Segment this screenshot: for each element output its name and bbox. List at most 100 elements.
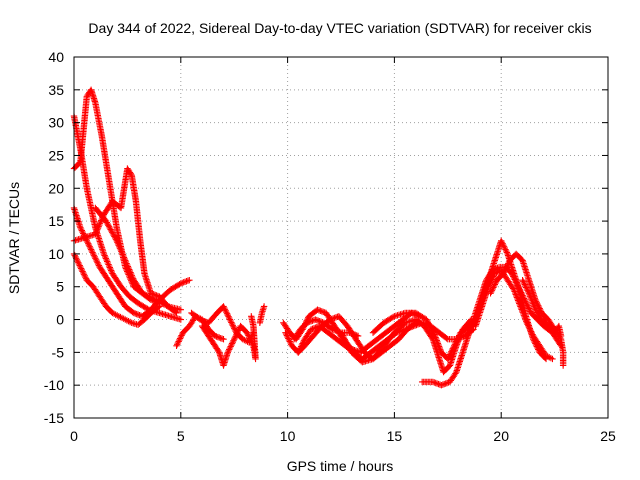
series-sat-u	[519, 276, 565, 340]
data-point	[510, 273, 517, 280]
data-point	[448, 346, 456, 354]
data-point	[526, 306, 533, 314]
data-point	[339, 332, 346, 339]
data-point	[389, 313, 397, 321]
data-point	[527, 326, 534, 334]
data-point	[487, 290, 494, 297]
data-point	[468, 320, 475, 328]
data-point	[452, 339, 459, 347]
data-point	[172, 308, 179, 316]
data-point	[485, 283, 492, 290]
data-point	[127, 270, 135, 278]
data-point	[510, 274, 518, 282]
data-point	[488, 288, 495, 296]
data-point	[77, 265, 85, 272]
data-point	[512, 277, 519, 285]
data-point	[437, 346, 444, 353]
data-point	[523, 319, 531, 327]
data-point	[343, 339, 350, 346]
data-point	[232, 333, 239, 340]
data-point	[75, 259, 82, 266]
data-point	[106, 264, 114, 271]
data-point	[468, 319, 476, 326]
data-point	[225, 347, 232, 355]
data-point	[503, 263, 511, 270]
series-sat-i	[198, 313, 259, 369]
data-point	[520, 293, 527, 301]
data-point	[517, 289, 525, 296]
series-sat-s	[472, 267, 556, 363]
chart-title: Day 344 of 2022, Sidereal Day-to-day VTE…	[88, 20, 591, 36]
data-point	[529, 300, 537, 307]
data-point	[443, 335, 450, 342]
x-tick-label: 0	[70, 428, 78, 444]
data-point	[78, 266, 86, 274]
data-point	[423, 317, 431, 325]
data-point	[489, 274, 496, 282]
data-point	[103, 256, 110, 264]
data-point	[502, 264, 510, 271]
data-point	[87, 244, 94, 252]
data-point	[514, 297, 522, 304]
data-point	[95, 262, 103, 269]
y-tick-label: -15	[44, 410, 64, 426]
data-point	[77, 224, 84, 231]
data-point	[525, 288, 532, 296]
data-point	[426, 323, 434, 330]
data-point	[85, 241, 93, 249]
data-point	[514, 295, 521, 303]
data-point	[93, 258, 100, 265]
y-tick-label: 0	[56, 312, 64, 328]
data-point	[465, 325, 473, 332]
data-point	[522, 316, 529, 324]
data-point	[450, 344, 457, 351]
data-point	[340, 333, 347, 341]
data-point	[128, 272, 136, 279]
y-tick-label: 5	[56, 279, 64, 295]
data-point	[504, 261, 511, 269]
series-sat-c	[70, 204, 193, 320]
data-point	[286, 338, 293, 345]
data-point	[501, 244, 508, 252]
y-tick-label: 10	[48, 246, 64, 262]
data-point	[528, 296, 535, 303]
data-point	[102, 217, 110, 225]
data-point	[346, 346, 354, 353]
data-point	[110, 231, 117, 239]
data-point	[78, 227, 86, 234]
data-point	[122, 258, 130, 266]
data-point	[529, 299, 536, 306]
data-point	[243, 329, 251, 336]
data-point	[93, 227, 100, 235]
data-point	[513, 294, 521, 301]
plot-frame	[73, 56, 609, 419]
data-point	[105, 223, 113, 230]
data-point	[95, 223, 102, 230]
series-sat-d	[70, 165, 180, 317]
data-point	[226, 314, 233, 322]
data-point	[228, 319, 235, 326]
x-tick-label: 15	[387, 428, 403, 444]
data-point	[513, 280, 521, 288]
data-point	[434, 340, 442, 347]
data-point	[500, 270, 507, 277]
data-point	[517, 303, 524, 310]
series-sat-f	[92, 204, 163, 307]
data-point	[86, 243, 93, 250]
data-point	[436, 344, 443, 352]
data-point	[120, 252, 127, 260]
data-point	[96, 221, 103, 229]
data-point	[79, 268, 86, 275]
data-points	[70, 86, 567, 389]
data-point	[453, 336, 461, 344]
data-point	[129, 275, 137, 282]
data-point	[455, 333, 462, 341]
data-point	[228, 341, 235, 349]
data-point	[517, 304, 525, 312]
data-point	[525, 303, 532, 311]
data-point	[186, 276, 193, 284]
y-tick-label: -10	[44, 377, 64, 393]
data-point	[215, 347, 222, 355]
data-point	[463, 329, 471, 336]
data-point	[107, 226, 114, 233]
